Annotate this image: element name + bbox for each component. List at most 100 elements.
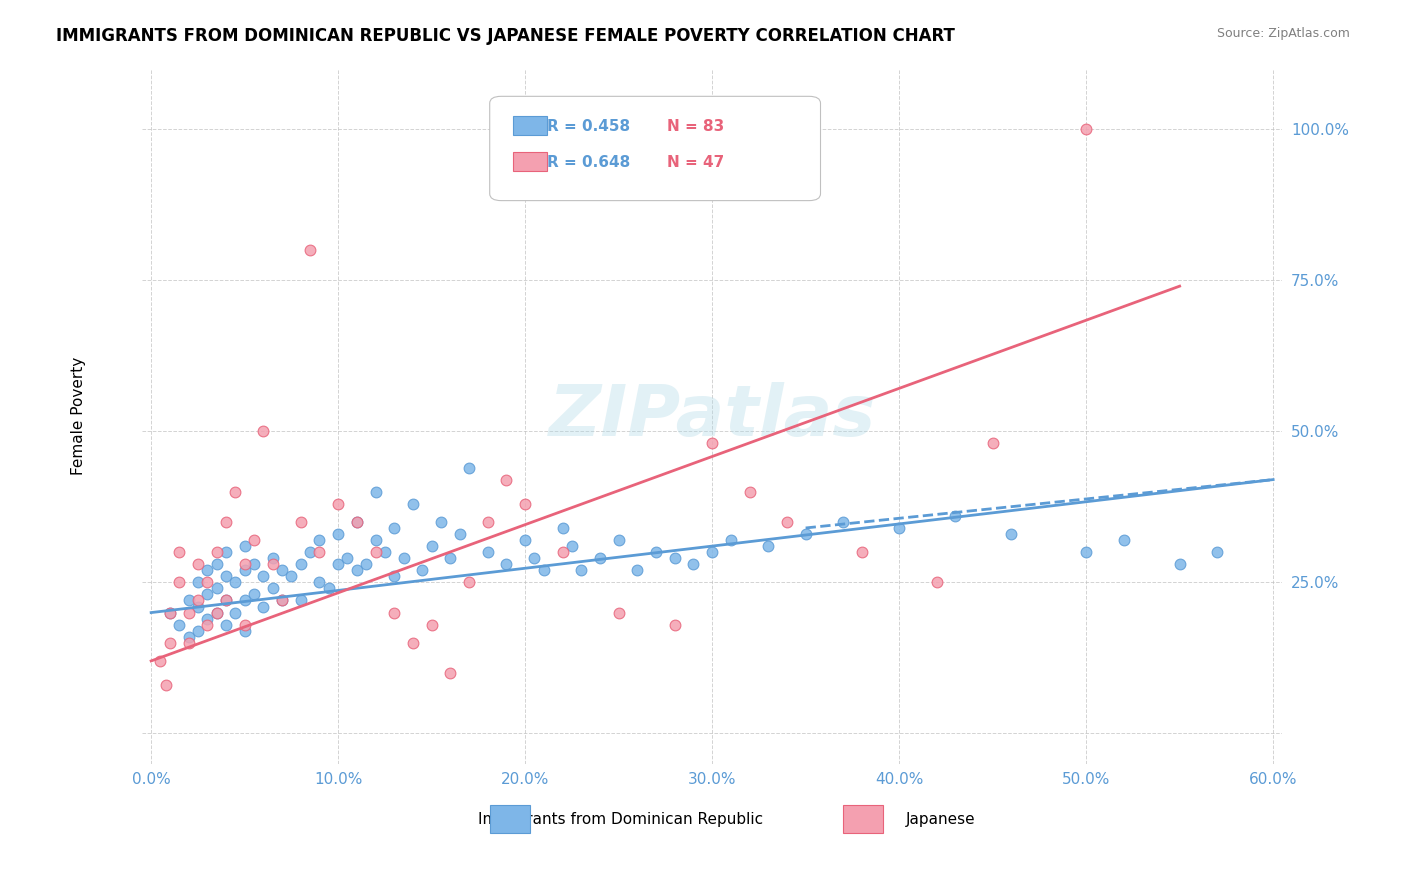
Point — [224, 484, 246, 499]
Point — [252, 569, 274, 583]
Point — [205, 582, 228, 596]
Point — [382, 569, 405, 583]
Point — [645, 545, 668, 559]
Point — [149, 654, 172, 668]
Point — [195, 612, 218, 626]
Point — [411, 563, 433, 577]
Point — [458, 575, 481, 590]
Point — [420, 617, 443, 632]
Point — [187, 558, 209, 572]
Point — [495, 473, 517, 487]
Point — [290, 558, 312, 572]
Point — [336, 551, 359, 566]
Point — [233, 563, 256, 577]
Point — [561, 539, 583, 553]
Point — [889, 521, 911, 535]
Point — [382, 606, 405, 620]
Point — [233, 593, 256, 607]
Point — [262, 551, 284, 566]
Point — [439, 666, 461, 681]
Point — [243, 533, 266, 547]
Point — [243, 587, 266, 601]
Point — [626, 563, 648, 577]
Point — [1168, 558, 1191, 572]
FancyBboxPatch shape — [489, 96, 821, 201]
Point — [280, 569, 302, 583]
Point — [720, 533, 742, 547]
Point — [702, 436, 724, 450]
Text: ZIPatlas: ZIPatlas — [548, 382, 876, 450]
Point — [756, 539, 779, 553]
Point — [402, 636, 425, 650]
Point — [215, 593, 238, 607]
Point — [533, 563, 555, 577]
Bar — [489, 805, 530, 833]
Point — [495, 558, 517, 572]
Point — [215, 515, 238, 529]
Point — [328, 527, 350, 541]
Point — [155, 678, 177, 692]
Point — [1076, 122, 1098, 136]
Point — [364, 484, 387, 499]
Text: Immigrants from Dominican Republic: Immigrants from Dominican Republic — [478, 812, 763, 827]
Point — [515, 497, 537, 511]
Point — [271, 593, 294, 607]
Point — [794, 527, 817, 541]
Point — [159, 636, 181, 650]
Point — [290, 515, 312, 529]
Point — [682, 558, 704, 572]
Text: R = 0.458: R = 0.458 — [547, 119, 630, 134]
Point — [1000, 527, 1022, 541]
Bar — [513, 152, 547, 170]
Point — [439, 551, 461, 566]
Point — [187, 575, 209, 590]
Point — [215, 617, 238, 632]
Point — [318, 582, 340, 596]
Point — [308, 545, 330, 559]
Point — [233, 558, 256, 572]
Point — [187, 624, 209, 638]
Text: N = 83: N = 83 — [666, 119, 724, 134]
Point — [205, 545, 228, 559]
Point — [205, 558, 228, 572]
Point — [299, 243, 322, 257]
Point — [477, 545, 499, 559]
Point — [664, 551, 686, 566]
Point — [382, 521, 405, 535]
Point — [402, 497, 425, 511]
Point — [195, 617, 218, 632]
Point — [523, 551, 546, 566]
Point — [458, 460, 481, 475]
Point — [252, 599, 274, 614]
Point — [167, 575, 190, 590]
Point — [449, 527, 471, 541]
Point — [392, 551, 415, 566]
Point — [346, 515, 368, 529]
Point — [243, 558, 266, 572]
Point — [177, 606, 200, 620]
Bar — [844, 805, 883, 833]
Point — [187, 593, 209, 607]
Text: IMMIGRANTS FROM DOMINICAN REPUBLIC VS JAPANESE FEMALE POVERTY CORRELATION CHART: IMMIGRANTS FROM DOMINICAN REPUBLIC VS JA… — [56, 27, 955, 45]
Point — [354, 558, 377, 572]
Point — [167, 545, 190, 559]
Point — [262, 558, 284, 572]
Point — [328, 497, 350, 511]
Point — [308, 533, 330, 547]
Point — [195, 575, 218, 590]
Point — [233, 624, 256, 638]
Point — [851, 545, 873, 559]
Point — [271, 563, 294, 577]
Text: R = 0.648: R = 0.648 — [547, 155, 630, 169]
Point — [308, 575, 330, 590]
Point — [233, 539, 256, 553]
Point — [364, 533, 387, 547]
Point — [262, 582, 284, 596]
Point — [607, 606, 630, 620]
Point — [177, 593, 200, 607]
Point — [215, 569, 238, 583]
Point — [430, 515, 453, 529]
Point — [551, 521, 574, 535]
Point — [195, 587, 218, 601]
Point — [290, 593, 312, 607]
